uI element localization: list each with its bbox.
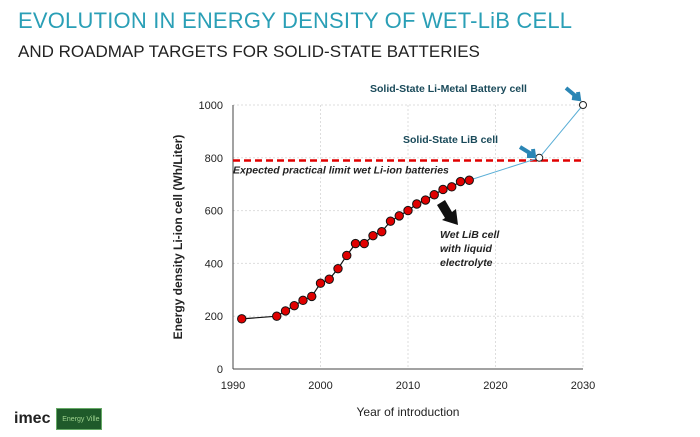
- y-tick-label: 200: [205, 311, 223, 323]
- annotation-solid-state-li-metal: Solid-State Li-Metal Battery cell: [370, 83, 527, 95]
- x-tick-label: 2000: [308, 380, 332, 392]
- x-tick-label: 2030: [571, 380, 595, 392]
- wet-lib-point: [447, 182, 457, 192]
- wet-lib-point: [342, 250, 352, 261]
- wet-lib-point: [237, 314, 247, 324]
- wet-lib-point: [429, 190, 439, 200]
- wet-lib-point: [289, 300, 299, 311]
- wet-lib-point: [307, 291, 317, 302]
- arrow-icon: [564, 86, 582, 102]
- wet-lib-point: [385, 216, 396, 226]
- wet-lib-point: [394, 211, 404, 221]
- wet-lib-line: [241, 179, 470, 320]
- y-tick-label: 600: [205, 206, 223, 218]
- wet-lib-point: [464, 175, 474, 185]
- annotation-solid-state-lib: Solid-State LiB cell: [403, 134, 498, 146]
- imec-logo: imec: [14, 410, 51, 427]
- wet-lib-point: [368, 230, 378, 241]
- wet-lib-point: [298, 295, 308, 306]
- wet-lib-point: [420, 195, 431, 205]
- y-tick-label: 400: [205, 258, 223, 270]
- wet-lib-point: [403, 205, 413, 216]
- wet-lib-point: [324, 274, 334, 284]
- arrow-icon: [437, 200, 458, 225]
- wet-lib-point: [377, 227, 387, 237]
- logo: imec Energy Ville: [14, 408, 103, 430]
- x-tick-label: 1990: [221, 380, 245, 392]
- wet-lib-point: [280, 306, 291, 316]
- arrow-icon: [518, 145, 537, 158]
- roadmap-point: [579, 101, 587, 109]
- roadmap-point: [535, 153, 544, 162]
- y-axis-label: Energy density Li-ion cell (Wh/Liter): [171, 135, 185, 340]
- wet-lib-point: [315, 278, 326, 288]
- wet-lib-point: [438, 184, 448, 195]
- y-tick-label: 800: [205, 153, 223, 165]
- x-axis-label: Year of introduction: [357, 405, 460, 419]
- y-tick-label: 0: [217, 364, 223, 376]
- energyville-logo: Energy Ville: [56, 408, 103, 430]
- wet-lib-point: [333, 263, 343, 274]
- wet-lib-point: [412, 199, 422, 209]
- annotation-wet-lib: with liquid: [440, 243, 492, 255]
- wet-lib-point: [359, 238, 369, 249]
- annotation-wet-lib: electrolyte: [440, 257, 493, 269]
- x-tick-label: 2020: [483, 380, 507, 392]
- annotation-wet-lib: Wet LiB cell: [440, 229, 500, 241]
- y-tick-label: 1000: [199, 100, 223, 112]
- wet-lib-point: [350, 238, 361, 249]
- practical-limit-label: Expected practical limit wet Li-ion batt…: [233, 164, 449, 176]
- wet-lib-point: [455, 176, 466, 187]
- x-tick-label: 2010: [396, 380, 420, 392]
- page-title: EVOLUTION IN ENERGY DENSITY OF WET-LiB C…: [18, 8, 573, 33]
- wet-lib-point: [272, 311, 282, 321]
- page-subtitle: AND ROADMAP TARGETS FOR SOLID-STATE BATT…: [18, 42, 480, 61]
